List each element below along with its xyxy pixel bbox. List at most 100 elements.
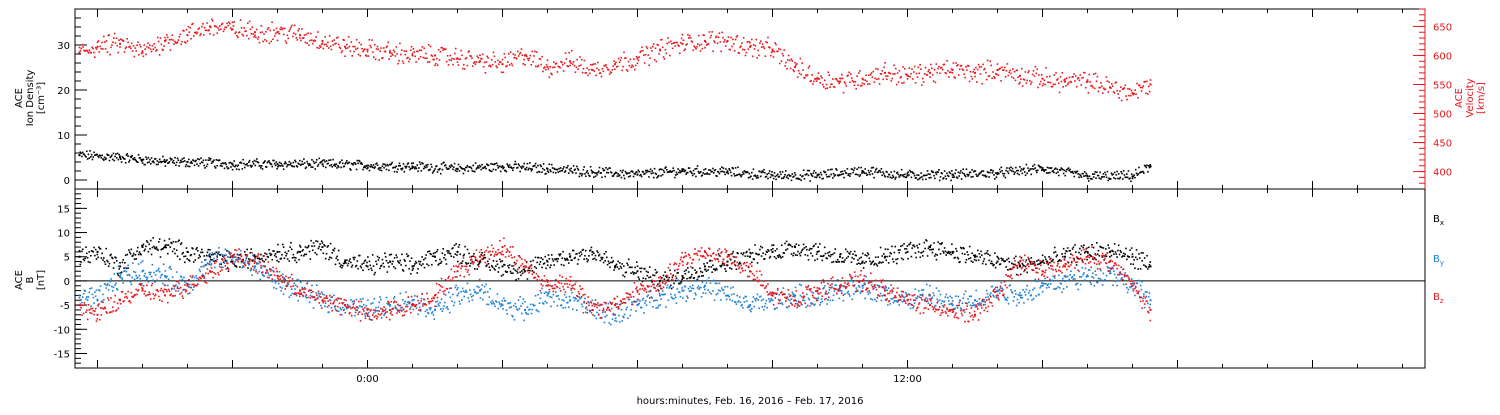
density-point (391, 163, 393, 165)
by-point (676, 288, 678, 290)
by-point (462, 288, 464, 290)
bx-point (144, 250, 146, 252)
velocity-point (415, 61, 417, 63)
by-point (564, 294, 566, 296)
bx-point (419, 263, 421, 265)
bx-point (264, 252, 266, 254)
bx-point (352, 257, 354, 259)
bx-point (669, 269, 671, 271)
velocity-point (1134, 93, 1136, 95)
bx-point (971, 260, 973, 262)
bx-point (729, 267, 731, 269)
by-point (448, 292, 450, 294)
velocity-point (433, 59, 435, 61)
velocity-point (1150, 83, 1152, 85)
bx-point (159, 238, 161, 240)
bx-point (291, 248, 293, 250)
density-point (1017, 170, 1019, 172)
bx-point (371, 270, 373, 272)
bx-point (1150, 261, 1152, 263)
bx-point (193, 261, 195, 263)
velocity-point (149, 44, 151, 46)
velocity-point (211, 18, 213, 20)
density-point (592, 171, 594, 173)
bx-point (907, 251, 909, 253)
density-point (595, 172, 597, 174)
velocity-point (232, 21, 234, 23)
by-point (242, 267, 244, 269)
density-point (1086, 175, 1088, 177)
density-point (301, 161, 303, 163)
bx-point (282, 244, 284, 246)
bx-point (907, 245, 909, 247)
bx-point (613, 269, 615, 271)
velocity-point (341, 52, 343, 54)
density-point (909, 170, 911, 172)
bx-point (335, 257, 337, 259)
velocity-point (164, 37, 166, 39)
by-point (482, 299, 484, 301)
by-point (490, 301, 492, 303)
density-point (325, 167, 327, 169)
by-point (587, 309, 589, 311)
bx-point (552, 258, 554, 260)
density-point (254, 160, 256, 162)
density-point (586, 172, 588, 174)
bx-point (181, 242, 183, 244)
by-point (373, 312, 375, 314)
density-point (825, 171, 827, 173)
density-point (195, 160, 197, 162)
velocity-point (583, 68, 585, 70)
density-point (674, 177, 676, 179)
velocity-point (968, 65, 970, 67)
bx-point (506, 271, 508, 273)
velocity-point (618, 58, 620, 60)
bx-point (683, 277, 685, 279)
by-point (429, 309, 431, 311)
density-point (892, 175, 894, 177)
bx-point (759, 249, 761, 251)
velocity-point (813, 81, 815, 83)
density-point (757, 177, 759, 179)
bx-point (844, 259, 846, 261)
velocity-point (551, 74, 553, 76)
bx-point (514, 262, 516, 264)
density-point (850, 173, 852, 175)
velocity-point (217, 27, 219, 29)
bx-point (992, 263, 994, 265)
bx-point (983, 260, 985, 262)
density-point (677, 168, 679, 170)
velocity-point (163, 45, 165, 47)
bx-point (173, 248, 175, 250)
velocity-point (308, 44, 310, 46)
density-point (959, 172, 961, 174)
bx-point (740, 263, 742, 265)
velocity-point (613, 60, 615, 62)
bx-point (1096, 242, 1098, 244)
density-point (310, 166, 312, 168)
velocity-point (1020, 78, 1022, 80)
bx-point (333, 250, 335, 252)
velocity-point (985, 72, 987, 74)
by-point (501, 303, 503, 305)
bx-point (764, 258, 766, 260)
density-point (957, 177, 959, 179)
by-point (567, 302, 569, 304)
by-point (569, 296, 571, 298)
bx-point (877, 256, 879, 258)
velocity-point (783, 55, 785, 57)
density-point (1040, 166, 1042, 168)
density-point (813, 170, 815, 172)
by-point (530, 304, 532, 306)
by-point (219, 266, 221, 268)
velocity-point (1042, 85, 1044, 87)
bx-point (266, 253, 268, 255)
by-point (524, 301, 526, 303)
velocity-point (306, 34, 308, 36)
velocity-point (747, 41, 749, 43)
bx-point (639, 268, 641, 270)
velocity-point (909, 76, 911, 78)
by-point (163, 263, 165, 265)
bx-point (378, 259, 380, 261)
density-point (278, 165, 280, 167)
